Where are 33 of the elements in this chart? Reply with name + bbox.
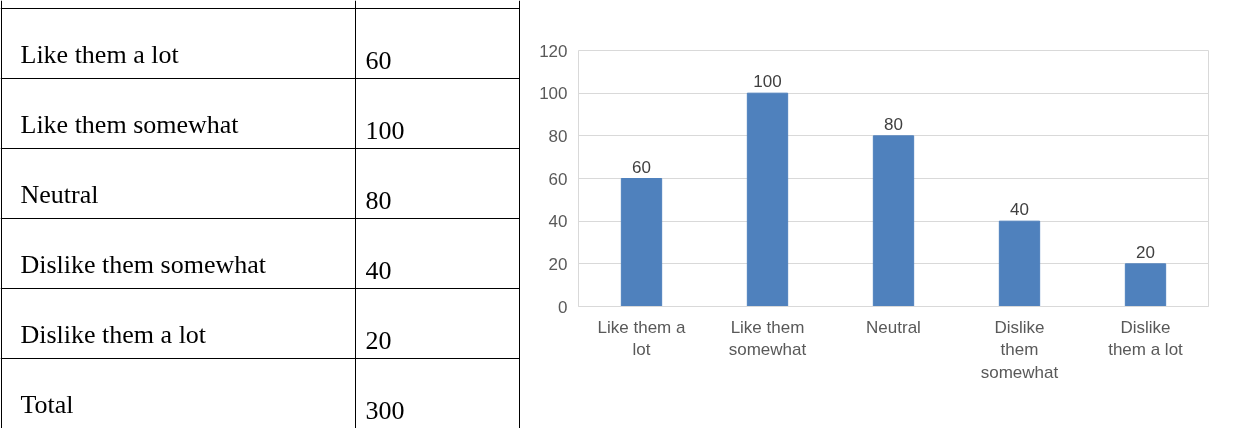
y-tick-label: 80: [548, 126, 568, 146]
bar: [1124, 263, 1167, 307]
category-label: Like them somewhat: [20, 109, 240, 139]
data-label: 60: [632, 157, 651, 177]
bar: [620, 178, 663, 307]
data-label: 100: [365, 115, 405, 145]
category-label: Dislike them somewhat: [20, 249, 267, 279]
y-tick-label: 40: [548, 212, 568, 232]
data-label: 40: [365, 255, 392, 285]
data-label: 80: [365, 185, 392, 215]
y-tick-label: 120: [539, 41, 568, 61]
y-tick-label: 20: [548, 254, 568, 274]
category-label: Total: [20, 389, 74, 419]
data-label: 100: [753, 72, 782, 92]
data-label: 20: [365, 325, 392, 355]
bar: [746, 92, 789, 307]
data-label: 40: [1010, 200, 1029, 220]
y-tick-label: 0: [558, 297, 568, 317]
data-label: 60: [365, 45, 392, 75]
data-label: 80: [884, 114, 903, 134]
y-tick-label: 60: [548, 169, 568, 189]
data-label: 20: [1136, 242, 1155, 262]
bar: [872, 135, 915, 307]
data-label: 300: [365, 395, 405, 425]
category-label: Neutral: [20, 179, 99, 209]
y-tick-label: 100: [539, 84, 568, 104]
x-tick-label: Neutral: [866, 317, 921, 337]
category-label: Like them a lot: [20, 39, 180, 69]
x-tick-label: Like them a lot: [597, 317, 686, 360]
bar: [998, 220, 1041, 307]
x-tick-label: Like them somewhat: [728, 317, 807, 360]
x-tick-label: Dislike them a lot: [1108, 317, 1184, 360]
x-tick-label: Dislike them somewhat: [980, 317, 1059, 383]
